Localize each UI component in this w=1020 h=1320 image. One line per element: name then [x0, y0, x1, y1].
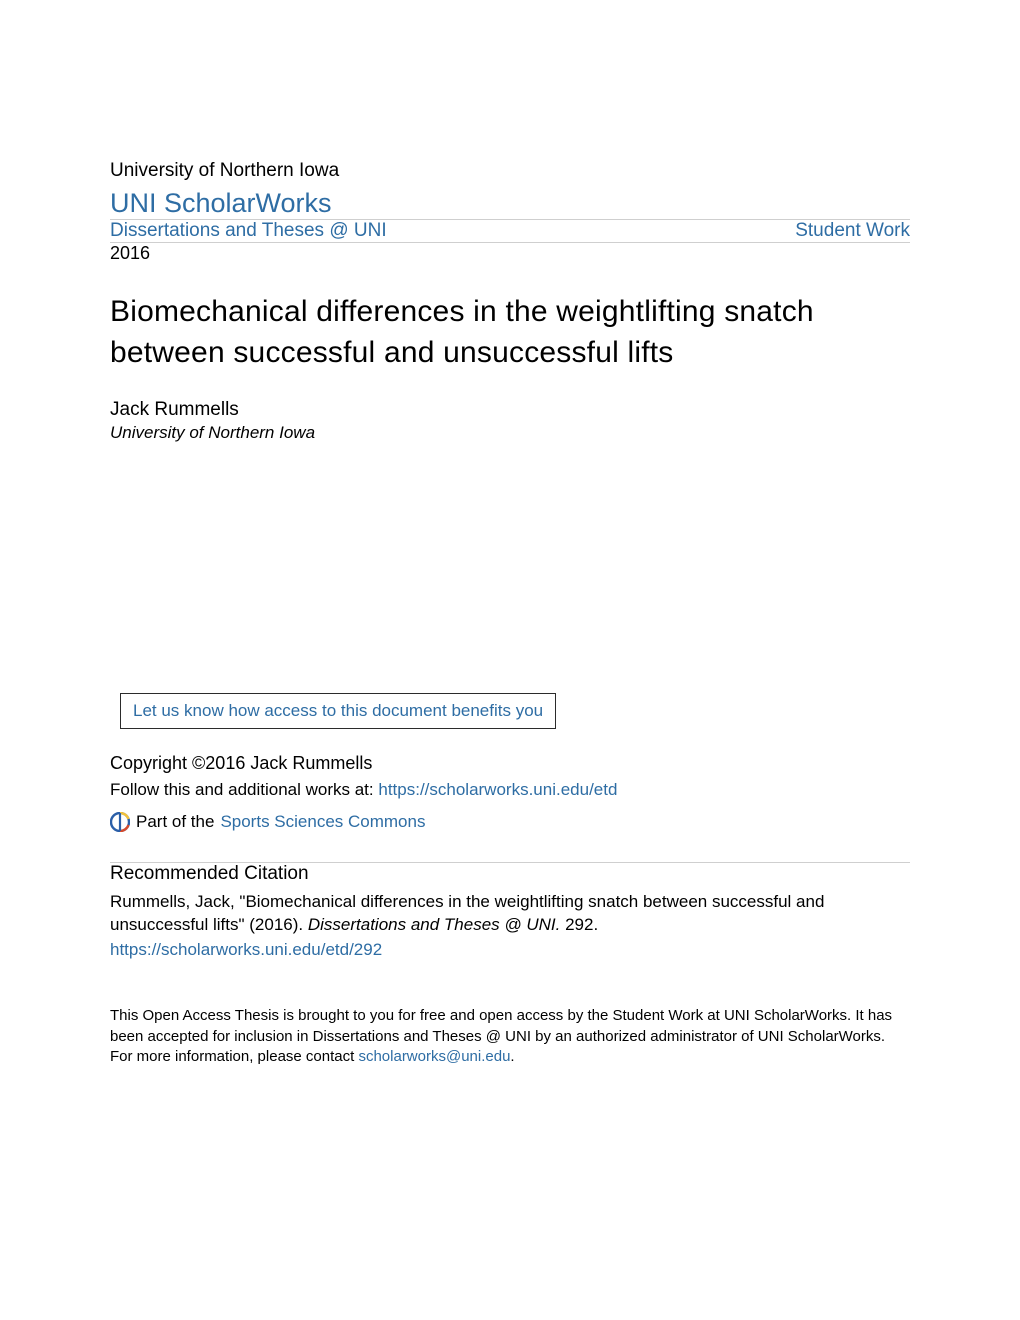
commons-link[interactable]: Sports Sciences Commons: [220, 812, 425, 832]
site-title-link[interactable]: UNI ScholarWorks: [110, 188, 332, 218]
follow-prefix: Follow this and additional works at:: [110, 780, 378, 799]
citation-url-link[interactable]: https://scholarworks.uni.edu/etd/292: [110, 939, 910, 962]
year-label: 2016: [110, 243, 910, 264]
footer-email-link[interactable]: scholarworks@uni.edu: [358, 1048, 510, 1065]
spacer-footer: [110, 962, 910, 1006]
part-of-line: Part of the Sports Sciences Commons: [110, 812, 910, 832]
benefits-button[interactable]: Let us know how access to this document …: [120, 693, 556, 729]
footer-text: This Open Access Thesis is brought to yo…: [110, 1006, 910, 1068]
citation-heading: Recommended Citation: [110, 863, 910, 885]
partof-prefix: Part of the: [136, 812, 214, 832]
breadcrumb-row: Dissertations and Theses @ UNI Student W…: [110, 220, 910, 242]
citation-italic: Dissertations and Theses @ UNI.: [308, 915, 561, 934]
citation-body: Rummells, Jack, "Biomechanical differenc…: [110, 891, 910, 962]
commons-network-icon: [110, 812, 130, 832]
follow-line: Follow this and additional works at: htt…: [110, 780, 910, 800]
student-work-link[interactable]: Student Work: [795, 220, 910, 242]
copyright-line: Copyright ©2016 Jack Rummells: [110, 753, 910, 774]
author-block: Jack Rummells University of Northern Iow…: [110, 399, 910, 443]
page-container: University of Northern Iowa UNI ScholarW…: [0, 0, 1020, 1320]
header-block: University of Northern Iowa UNI ScholarW…: [110, 160, 910, 219]
author-affiliation: University of Northern Iowa: [110, 423, 910, 443]
document-title: Biomechanical differences in the weightl…: [110, 292, 910, 373]
collection-link[interactable]: Dissertations and Theses @ UNI: [110, 220, 387, 242]
follow-url-link[interactable]: https://scholarworks.uni.edu/etd: [378, 780, 617, 799]
citation-text-after: 292.: [560, 915, 598, 934]
university-name: University of Northern Iowa: [110, 160, 910, 182]
footer-after-email: .: [510, 1048, 514, 1065]
spacer: [110, 443, 910, 693]
author-name: Jack Rummells: [110, 399, 910, 421]
